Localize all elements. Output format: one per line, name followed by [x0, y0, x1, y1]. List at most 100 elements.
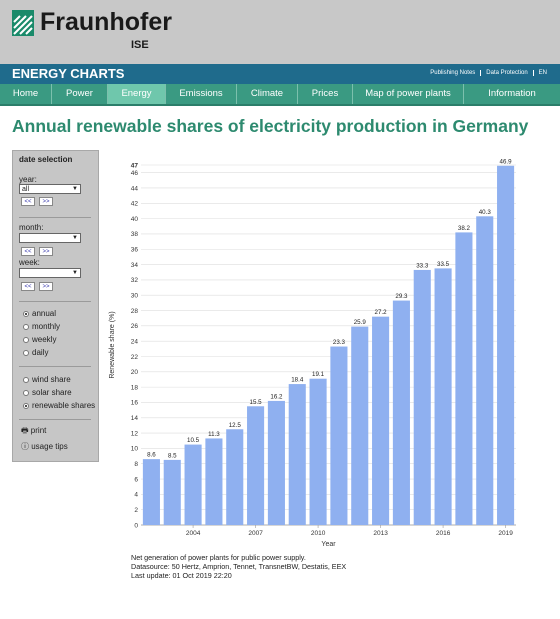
period-monthly-radio[interactable]: monthly	[23, 322, 60, 331]
x-tick-label: 2010	[311, 530, 326, 537]
usage-tips-button[interactable]: ⓘ usage tips	[21, 441, 68, 452]
y-tick-label: 36	[131, 247, 139, 254]
month-next-button[interactable]: >>	[39, 247, 53, 256]
solar-share-label: solar share	[32, 388, 72, 397]
week-next-button[interactable]: >>	[39, 282, 53, 291]
data-label: 15.5	[250, 399, 263, 406]
dropdown-arrow-icon: ▼	[72, 235, 78, 241]
period-weekly-label: weekly	[32, 335, 57, 344]
y-tick-label: 12	[131, 430, 139, 437]
x-tick-label: 2007	[248, 530, 263, 537]
bar-2019	[497, 165, 515, 525]
period-monthly-label: monthly	[32, 322, 61, 331]
page-title: Annual renewable shares of electricity p…	[12, 116, 529, 136]
data-label: 19.1	[312, 371, 325, 378]
logo-text: Fraunhofer	[40, 8, 172, 36]
data-label: 12.5	[229, 422, 242, 429]
y-tick-label: 8	[134, 461, 138, 468]
month-prev-button[interactable]: <<	[21, 247, 35, 256]
y-tick-label: 4	[134, 492, 138, 499]
bar-2005	[205, 438, 223, 525]
year-select-value: all	[22, 186, 30, 193]
nav-home[interactable]: Home	[0, 84, 52, 104]
nav-emissions[interactable]: Emissions	[166, 84, 237, 104]
week-label: week:	[19, 258, 40, 267]
y-tick-label: 47	[131, 162, 139, 169]
wind-share-radio[interactable]: wind share	[23, 375, 71, 384]
nav-information[interactable]: Information	[488, 88, 536, 99]
y-tick-label: 46	[131, 170, 139, 177]
x-axis-ticks: 2004 2007 2010 2013 2016 2019	[186, 525, 513, 537]
nav-energy[interactable]: Energy	[108, 84, 166, 104]
y-tick-label: 44	[131, 185, 139, 192]
data-label: 33.5	[437, 261, 450, 268]
period-daily-radio[interactable]: daily	[23, 348, 48, 357]
radio-icon	[23, 350, 29, 356]
divider	[19, 366, 91, 367]
data-label: 40.3	[479, 209, 492, 216]
y-tick-label: 40	[131, 216, 139, 223]
month-label: month:	[19, 223, 44, 232]
dropdown-arrow-icon: ▼	[72, 270, 78, 276]
y-tick-label: 38	[131, 231, 139, 238]
period-daily-label: daily	[32, 348, 49, 357]
renewable-share-chart: 0246810121416182022242628303234363840424…	[109, 158, 516, 548]
site-header: Fraunhofer ISE	[0, 0, 560, 64]
week-prev-button[interactable]: <<	[21, 282, 35, 291]
year-next-button[interactable]: >>	[39, 197, 53, 206]
y-tick-label: 28	[131, 308, 139, 315]
year-select[interactable]: all ▼	[19, 184, 81, 194]
nav-power[interactable]: Power	[52, 84, 108, 104]
data-label: 23.3	[333, 339, 346, 346]
info-icon: ⓘ	[21, 442, 29, 451]
month-select[interactable]: ▼	[19, 233, 81, 243]
y-tick-label: 26	[131, 323, 139, 330]
title-bar	[0, 64, 560, 84]
radio-selected-icon	[23, 311, 29, 317]
nav-map-of-power-plants[interactable]: Map of power plants	[353, 84, 464, 104]
fraunhofer-logo[interactable]: Fraunhofer ISE	[12, 8, 172, 56]
period-annual-radio[interactable]: annual	[23, 309, 56, 318]
nav-prices[interactable]: Prices	[298, 84, 353, 104]
data-label: 11.3	[208, 431, 220, 438]
bar-2008	[267, 400, 285, 525]
x-tick-label: 2013	[373, 530, 388, 537]
footnote-line: Net generation of power plants for publi…	[131, 553, 306, 562]
y-tick-label: 32	[131, 277, 139, 284]
footnote-line: Last update: 01 Oct 2019 22:20	[131, 571, 232, 580]
dropdown-arrow-icon: ▼	[72, 186, 78, 192]
bar-2004	[184, 444, 202, 525]
bar-2010	[309, 378, 327, 525]
footnote-line: Datasource: 50 Hertz, Amprion, Tennet, T…	[131, 562, 347, 571]
data-label: 8.6	[147, 452, 156, 459]
data-label: 18.4	[291, 377, 304, 384]
y-tick-label: 16	[131, 400, 139, 407]
bar-2017	[455, 232, 473, 525]
y-tick-label: 14	[131, 415, 139, 422]
bar-2003	[163, 459, 181, 525]
radio-icon	[23, 377, 29, 383]
print-button[interactable]: 🖶 print	[21, 425, 46, 439]
bar-2002	[142, 459, 160, 525]
period-weekly-radio[interactable]: weekly	[23, 335, 56, 344]
data-protection-link[interactable]: Data Protection	[486, 70, 528, 76]
chart-footnote: Net generation of power plants for publi…	[131, 553, 346, 580]
y-tick-label: 24	[131, 338, 139, 345]
nav-climate[interactable]: Climate	[237, 84, 298, 104]
bar-2009	[288, 384, 306, 525]
bar-2012	[351, 326, 369, 525]
bar-2018	[476, 216, 494, 525]
usage-tips-label: usage tips	[31, 442, 68, 451]
y-tick-label: 6	[134, 476, 138, 483]
publishing-notes-link[interactable]: Publishing Notes	[430, 70, 476, 76]
bar-2014	[392, 300, 410, 525]
renewable-shares-radio[interactable]: renewable shares	[23, 401, 95, 410]
solar-share-radio[interactable]: solar share	[23, 388, 72, 397]
y-tick-label: 10	[131, 446, 139, 453]
language-flag-link[interactable]: EN	[538, 70, 547, 76]
year-prev-button[interactable]: <<	[21, 197, 35, 206]
y-tick-label: 0	[134, 522, 138, 529]
radio-icon	[23, 337, 29, 343]
week-select[interactable]: ▼	[19, 268, 81, 278]
bar-2007	[247, 406, 265, 525]
